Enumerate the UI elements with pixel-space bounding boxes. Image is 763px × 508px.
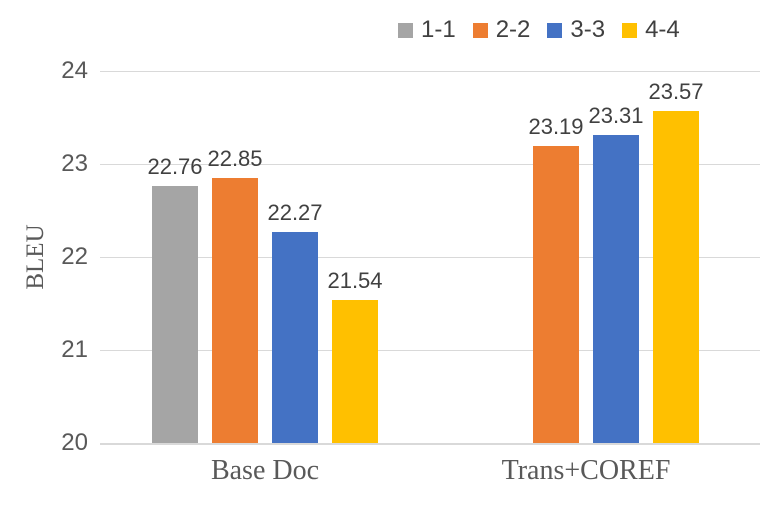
y-axis-tick-label: 23 bbox=[61, 150, 88, 177]
x-axis-line bbox=[100, 443, 760, 445]
gridline bbox=[100, 257, 760, 258]
legend-swatch-icon bbox=[622, 22, 638, 38]
bar-value-label: 23.31 bbox=[588, 103, 644, 128]
y-axis-tick-label: 22 bbox=[61, 243, 88, 270]
y-axis-tick-label: 24 bbox=[61, 57, 88, 84]
legend-item-label: 4-4 bbox=[645, 16, 680, 43]
gridline bbox=[100, 71, 760, 72]
y-axis-tick-label: 21 bbox=[61, 336, 88, 363]
bar-value-label: 23.19 bbox=[528, 114, 584, 139]
gridline bbox=[100, 164, 760, 165]
x-axis-category-label: Base Doc bbox=[210, 455, 320, 486]
bar-3-3-Base Doc bbox=[272, 232, 318, 443]
bar-2-2-Base Doc bbox=[212, 178, 258, 443]
legend-item-3-3: 3-3 bbox=[547, 16, 605, 44]
legend-item-4-4: 4-4 bbox=[622, 16, 680, 44]
bar-4-4-Trans+COREF bbox=[653, 111, 699, 443]
bar-value-label: 22.27 bbox=[267, 200, 323, 225]
bar-4-4-Base Doc bbox=[332, 300, 378, 443]
bar-3-3-Trans+COREF bbox=[593, 135, 639, 443]
legend-item-2-2: 2-2 bbox=[472, 16, 531, 44]
bar-value-label: 22.76 bbox=[147, 154, 203, 179]
legend-swatch-icon bbox=[547, 22, 563, 38]
bar-value-label: 23.57 bbox=[648, 79, 704, 104]
bar-2-2-Trans+COREF bbox=[533, 146, 579, 443]
legend-swatch-icon bbox=[472, 22, 488, 38]
legend-item-1-1: 1-1 bbox=[398, 16, 456, 44]
gridline bbox=[100, 350, 760, 351]
legend-item-label: 1-1 bbox=[421, 16, 456, 43]
x-axis-category-label: Trans+COREF bbox=[501, 455, 671, 486]
bar-1-1-Base Doc bbox=[152, 186, 198, 443]
chart-legend: 1-1 2-2 3-3 4-4 bbox=[398, 16, 680, 44]
bar-value-label: 21.54 bbox=[327, 268, 383, 293]
legend-swatch-icon bbox=[398, 22, 413, 38]
bar-value-label: 22.85 bbox=[207, 146, 263, 171]
legend-item-label: 3-3 bbox=[570, 16, 606, 43]
y-axis-tick-label: 20 bbox=[61, 429, 88, 456]
legend-item-label: 2-2 bbox=[495, 16, 531, 43]
